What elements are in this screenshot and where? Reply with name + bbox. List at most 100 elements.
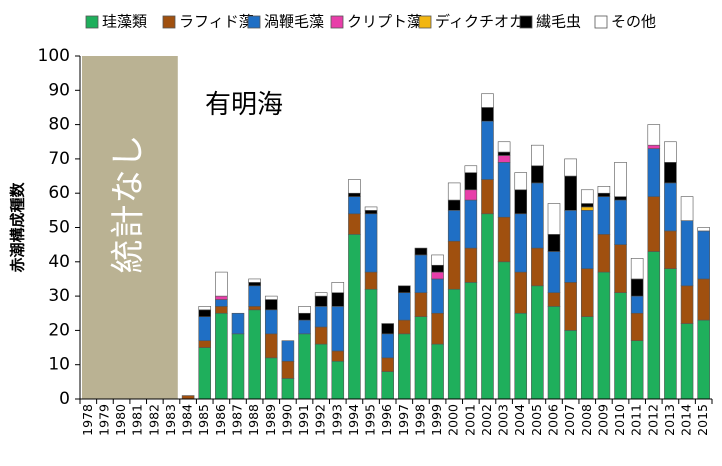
bar-segment-2005-series-5	[531, 165, 544, 184]
bar-segment-1991-series-6	[298, 306, 311, 314]
bar-segment-1997-series-5	[398, 285, 411, 293]
bar-segment-2012-series-3	[647, 144, 661, 149]
bar-segment-2004-series-0	[514, 312, 528, 400]
bar-segment-1999-series-3	[431, 271, 444, 280]
legend-label-0: 珪藻類	[102, 13, 147, 31]
bar-segment-1988-series-1	[248, 306, 261, 311]
bar-segment-2006-series-1	[547, 292, 561, 307]
bar-segment-1998-series-1	[414, 292, 428, 317]
bar-segment-2003-series-1	[497, 216, 511, 263]
bar-segment-1989-series-5	[264, 299, 278, 311]
x-tick-label: 1983	[163, 404, 178, 436]
x-tick-label: 2007	[562, 404, 577, 436]
x-tick-label: 1985	[196, 404, 211, 436]
bar-segment-1993-series-2	[331, 306, 345, 352]
x-tick-label: 2000	[446, 404, 461, 436]
bar-segment-2006-series-0	[547, 306, 561, 400]
y-tick-label: 80	[48, 115, 70, 135]
bar-segment-2005-series-2	[531, 182, 544, 249]
x-tick-label: 1986	[213, 404, 228, 436]
bar-segment-1989-series-1	[264, 333, 278, 359]
bar-segment-1992-series-1	[314, 326, 328, 345]
x-tick-label: 2006	[546, 404, 561, 436]
bar-segment-1999-series-5	[431, 264, 444, 273]
bar-segment-1990-series-1	[281, 360, 295, 379]
bar-segment-1985-series-2	[198, 316, 212, 341]
bar-segment-1985-series-0	[198, 347, 212, 400]
legend: 珪藻類 ラフィド藻 渦鞭毛藻 クリプト藻 ディクチオカ 繊毛虫 その他	[85, 13, 656, 31]
bar-segment-2009-series-0	[597, 271, 611, 400]
bar-segment-1986-series-2	[215, 299, 228, 307]
x-tick-label: 1995	[363, 404, 378, 436]
bar-segment-2014-series-0	[680, 323, 694, 400]
bar-segment-1999-series-1	[431, 312, 444, 345]
y-tick-label: 20	[48, 320, 70, 340]
bar-segment-2004-series-6	[514, 172, 528, 191]
bar-segment-1991-series-5	[298, 312, 311, 321]
x-tick-label: 2010	[612, 404, 627, 436]
bar-segment-1996-series-1	[381, 357, 394, 372]
legend-swatch-0	[85, 15, 99, 29]
bar-segment-1993-series-1	[331, 350, 345, 362]
bar-segment-1985-series-5	[198, 309, 212, 317]
bar-segment-2012-series-1	[647, 196, 661, 252]
bar-segment-2008-series-4	[580, 206, 594, 211]
bar-segment-2010-series-1	[614, 244, 627, 293]
bar-segment-2011-series-0	[630, 340, 644, 400]
bar-segment-2014-series-2	[680, 220, 694, 287]
bar-segment-1986-series-1	[215, 306, 228, 314]
bar-segment-2003-series-5	[497, 151, 511, 156]
bar-segment-1986-series-0	[215, 312, 228, 400]
x-tick-label: 2013	[662, 404, 677, 436]
bar-segment-1996-series-2	[381, 333, 394, 359]
x-tick-label: 1979	[96, 404, 111, 436]
bar-segment-2015-series-6	[697, 227, 710, 232]
bar-segment-2011-series-5	[630, 278, 644, 297]
bar-segment-2002-series-1	[481, 179, 494, 215]
bar-segment-1992-series-0	[314, 343, 328, 400]
x-tick-label: 1992	[313, 404, 328, 436]
x-tick-label: 1993	[329, 404, 344, 436]
bar-segment-1991-series-0	[298, 333, 311, 400]
bar-segment-1995-series-2	[364, 213, 378, 273]
x-tick-label: 1987	[230, 404, 245, 436]
bar-segment-2003-series-0	[497, 261, 511, 400]
bar-segment-1999-series-6	[431, 254, 444, 266]
bar-segment-2001-series-3	[464, 189, 478, 201]
bar-segment-2014-series-1	[680, 285, 694, 324]
x-tick-label: 1997	[396, 404, 411, 436]
bar-segment-2010-series-2	[614, 199, 627, 245]
bar-segment-2004-series-2	[514, 213, 528, 273]
bar-segment-1993-series-5	[331, 292, 345, 307]
bar-segment-2008-series-5	[580, 203, 594, 208]
x-tick-label: 1984	[180, 404, 195, 436]
bar-segment-1989-series-0	[264, 357, 278, 400]
x-tick-label: 2002	[479, 404, 494, 436]
x-tick-label: 2014	[679, 404, 694, 436]
bar-segment-1999-series-0	[431, 343, 444, 400]
bar-segment-1989-series-2	[264, 309, 278, 335]
bar-segment-1987-series-2	[231, 312, 245, 335]
bar-segment-1985-series-6	[198, 306, 212, 311]
bar-segment-2005-series-6	[531, 144, 544, 167]
bar-segment-1988-series-5	[248, 282, 261, 287]
bar-segment-1995-series-1	[364, 271, 378, 290]
bar-segment-2005-series-1	[531, 247, 544, 287]
bar-segment-2002-series-0	[481, 213, 494, 400]
bar-segment-2014-series-6	[680, 196, 694, 221]
x-tick-label: 1994	[346, 404, 361, 436]
legend-swatch-5	[519, 15, 533, 29]
bar-segment-1994-series-1	[348, 213, 361, 235]
x-tick-label: 1996	[379, 404, 394, 436]
bar-segment-2010-series-0	[614, 292, 627, 400]
bar-segment-2006-series-5	[547, 234, 561, 252]
bar-segment-2015-series-0	[697, 319, 710, 400]
bar-segment-1987-series-0	[231, 333, 245, 400]
bar-segment-2008-series-0	[580, 316, 594, 400]
bar-segment-1999-series-2	[431, 278, 444, 314]
bar-segment-1997-series-2	[398, 292, 411, 321]
bar-segment-1995-series-5	[364, 210, 378, 215]
y-tick-label: 70	[48, 149, 70, 169]
bar-segment-2001-series-2	[464, 199, 478, 249]
